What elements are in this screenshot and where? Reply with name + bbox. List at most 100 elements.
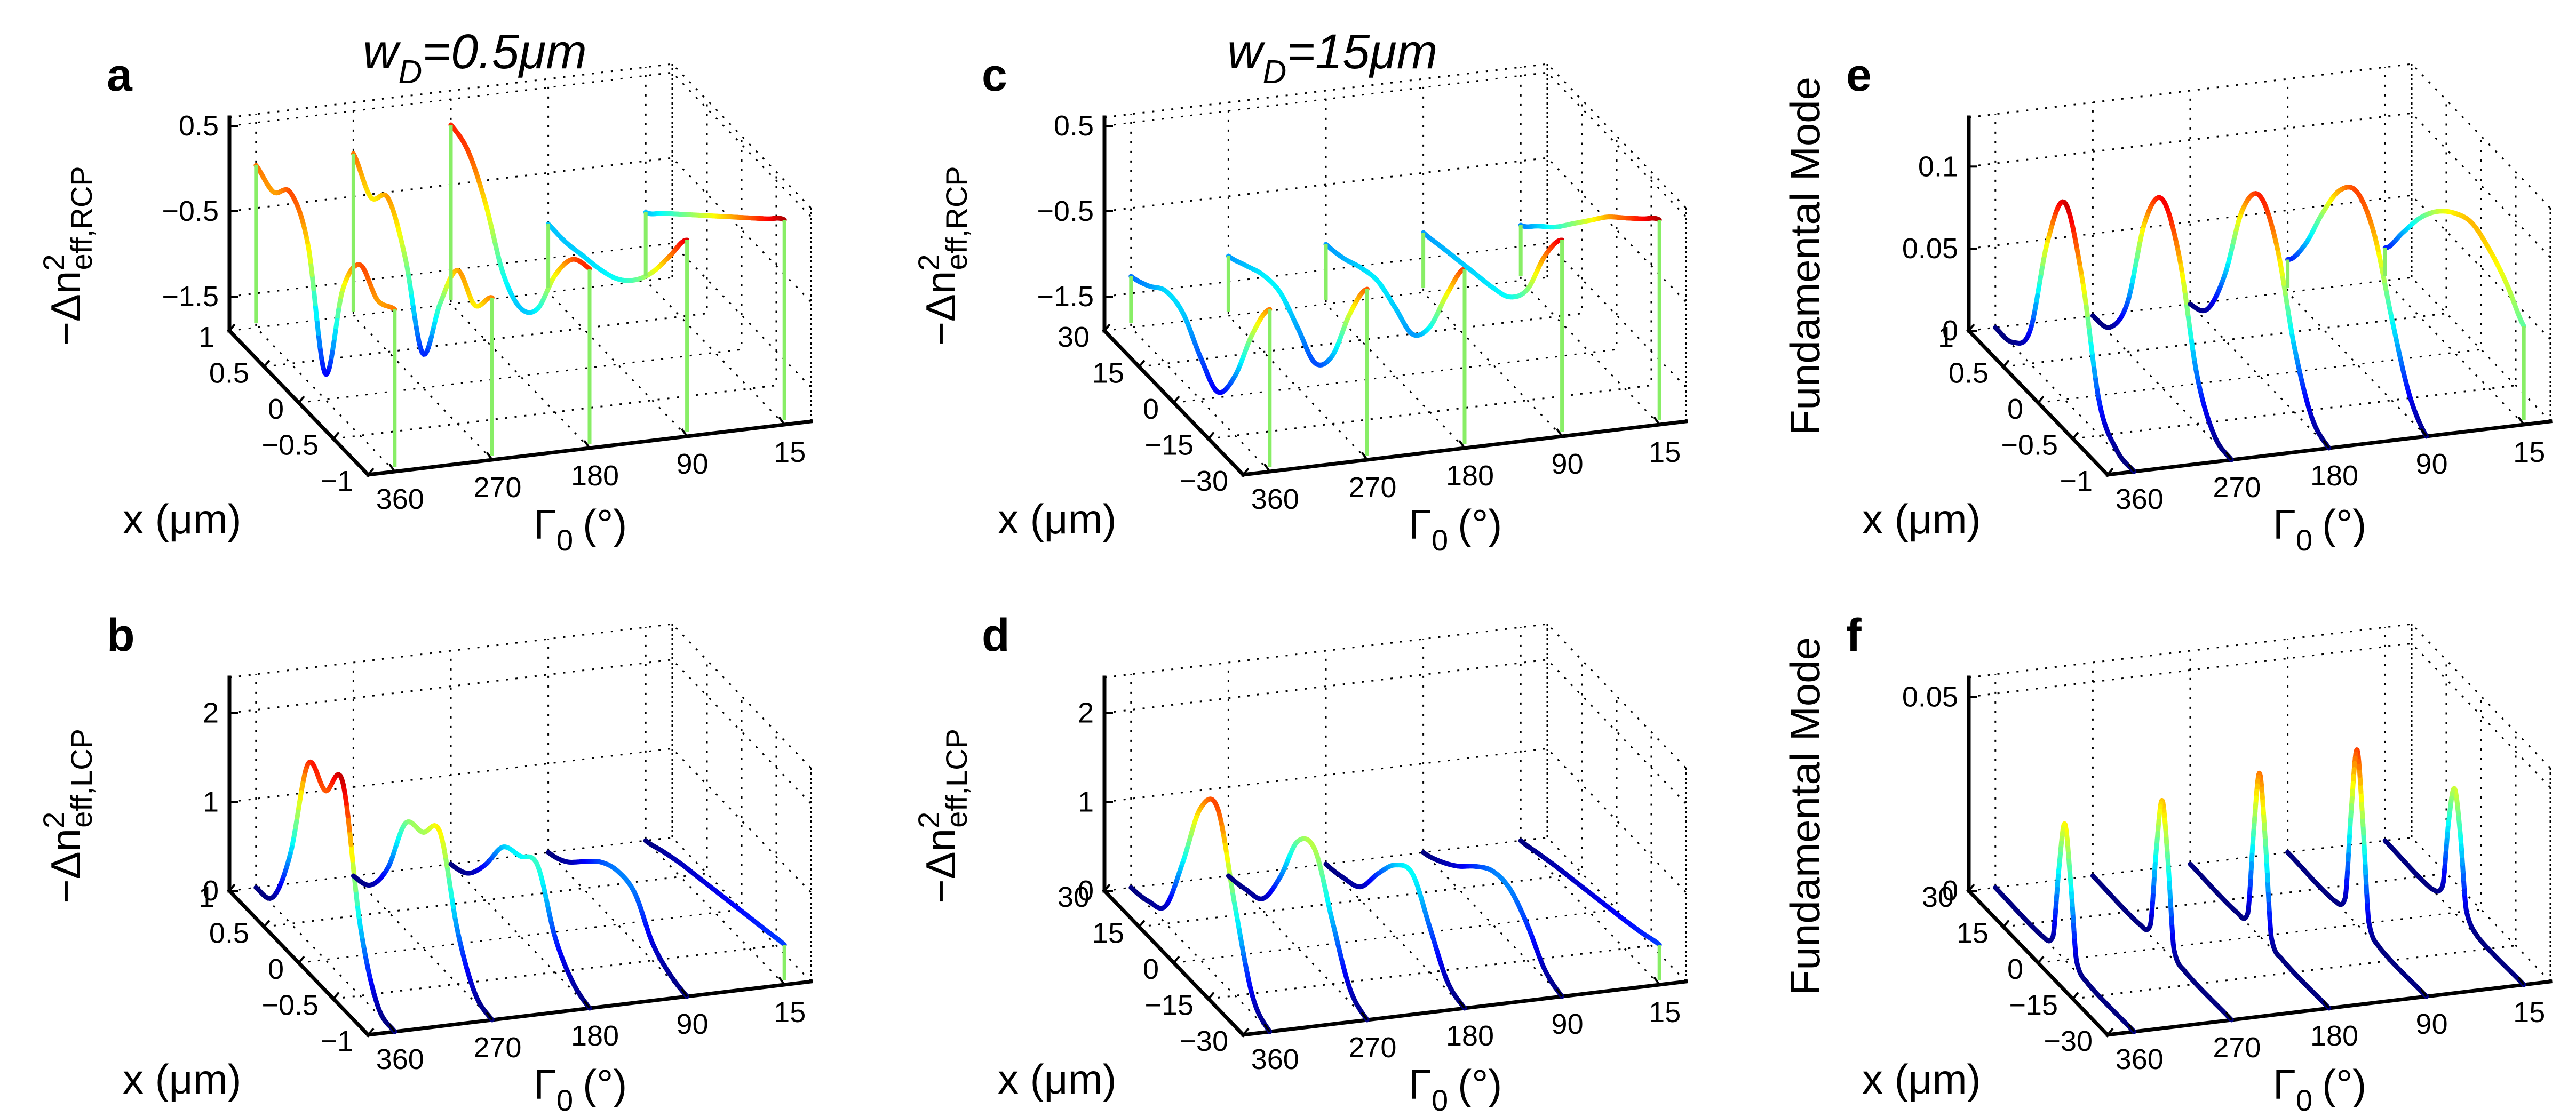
title-mid: wD=15μm	[1227, 25, 1437, 91]
series-gamma-270	[2090, 797, 2234, 1023]
z-tick-label: 0.05	[1902, 681, 1958, 713]
x-tick-mark	[1968, 323, 1975, 332]
grid-line	[1968, 276, 2551, 422]
series-group-d	[1128, 796, 1662, 1034]
x-tick-mark	[367, 1027, 375, 1036]
grid-line	[298, 696, 743, 964]
series-gamma-90	[2285, 185, 2429, 439]
series-gamma-360	[1128, 796, 1273, 1034]
gamma-tick-mark	[1263, 1023, 1271, 1033]
gamma-tick-mark	[1555, 988, 1563, 998]
grid-line	[1104, 157, 1687, 303]
z-tick-label: −1.5	[162, 281, 219, 313]
x-tick-label: 1	[198, 321, 214, 353]
gamma-tick-label: 90	[2416, 448, 2448, 480]
x-tick-mark	[1138, 360, 1146, 368]
panel-letter: d	[982, 610, 1010, 661]
z-axis-label: −Δn2eff,RCP	[912, 166, 973, 346]
gamma-tick-mark	[1361, 1011, 1369, 1021]
grid-line	[1104, 242, 1687, 388]
x-tick-mark	[228, 323, 236, 332]
x-tick-mark	[332, 992, 340, 1000]
series-gamma-15	[2382, 786, 2526, 987]
x-tick-label: −15	[1144, 990, 1194, 1022]
x-tick-mark	[1207, 992, 1215, 1000]
grid-line	[1968, 642, 2551, 788]
series-gamma-270	[351, 151, 495, 456]
grid-line	[1520, 67, 1660, 426]
gamma-axis-label: Γ0 (°)	[534, 501, 627, 557]
curve-segment	[1993, 885, 2002, 895]
series-gamma-360	[1128, 274, 1273, 467]
gamma-tick-label: 360	[2116, 483, 2164, 515]
grid-line	[333, 172, 777, 440]
gamma-axis-label: Γ0 (°)	[1409, 501, 1502, 557]
x-axis-label: x (μm)	[998, 1056, 1117, 1103]
z-tick-label: 0	[1942, 875, 1958, 907]
gamma-tick-mark	[680, 428, 688, 437]
x-tick-mark	[1173, 395, 1180, 404]
gamma-tick-label: 360	[1251, 483, 1299, 515]
grid-line	[229, 157, 812, 303]
gamma-tick-mark	[1653, 976, 1660, 986]
curve-segment	[253, 885, 260, 892]
grid-line	[333, 732, 777, 1000]
series-gamma-15	[1518, 214, 1662, 420]
gamma-tick-mark	[2128, 463, 2135, 473]
gamma-tick-label: 270	[1348, 1032, 1396, 1064]
x-tick-label: 0.5	[209, 917, 249, 950]
x-axis-label: x (μm)	[1862, 496, 1981, 542]
z-tick-label: −1.5	[1037, 281, 1094, 313]
x-tick-label: −0.5	[2001, 429, 2058, 461]
x-tick-mark	[1103, 883, 1111, 892]
x-tick-mark	[263, 920, 271, 928]
curve-segment	[311, 286, 318, 307]
grid-line	[1104, 659, 1687, 804]
x-tick-mark	[1242, 467, 1250, 476]
grid-line	[2092, 102, 2232, 461]
x-tick-label: 0	[268, 953, 284, 985]
z-tick-label: 0.5	[179, 110, 219, 142]
grid-top-edge	[229, 623, 812, 769]
x-tick-label: −0.5	[261, 990, 319, 1022]
gamma-tick-mark	[2323, 1000, 2330, 1009]
panel-letter: b	[107, 610, 135, 661]
x-tick-label: −15	[1144, 429, 1194, 461]
gamma-tick-mark	[680, 988, 688, 998]
grid-line	[450, 651, 591, 1009]
grid-line	[1243, 768, 1687, 1036]
grid-top-edge	[1104, 63, 1687, 209]
series-gamma-360	[253, 759, 397, 1034]
z-axis-label: −Δn2eff,LCP	[912, 729, 973, 904]
series-gamma-15	[1518, 838, 1662, 980]
gamma-tick-mark	[388, 463, 396, 473]
gamma-tick-label: 90	[1552, 448, 1584, 480]
z-tick-label: 2	[1078, 697, 1094, 729]
series-gamma-15	[643, 838, 787, 980]
z-tick-label: 1	[203, 786, 219, 818]
z-axis-label: Fundamental Mode	[1782, 637, 1828, 995]
curve-segment	[2285, 850, 2294, 859]
x-tick-mark	[298, 955, 305, 964]
x-tick-label: 30	[1922, 881, 1954, 913]
axis-labels-a: x (μm) Γ0 (°) −Δn2eff,RCP	[37, 166, 627, 557]
gamma-tick-mark	[2323, 440, 2330, 449]
gamma-tick-label: 270	[2213, 1032, 2261, 1064]
x-tick-label: −30	[1179, 465, 1228, 497]
title-left: wD=0.5μm	[363, 25, 587, 91]
gamma-tick-mark	[2225, 451, 2233, 461]
panel-letter: c	[982, 50, 1007, 101]
series-gamma-270	[1226, 253, 1370, 456]
z-tick-label: −0.5	[162, 195, 219, 227]
series-gamma-180	[1323, 861, 1467, 1011]
gamma-tick-label: 270	[473, 1032, 521, 1064]
grid-line	[645, 67, 785, 426]
x-axis-label: x (μm)	[123, 1056, 242, 1103]
x-tick-label: 0	[2007, 953, 2023, 985]
x-tick-label: −0.5	[261, 429, 319, 461]
